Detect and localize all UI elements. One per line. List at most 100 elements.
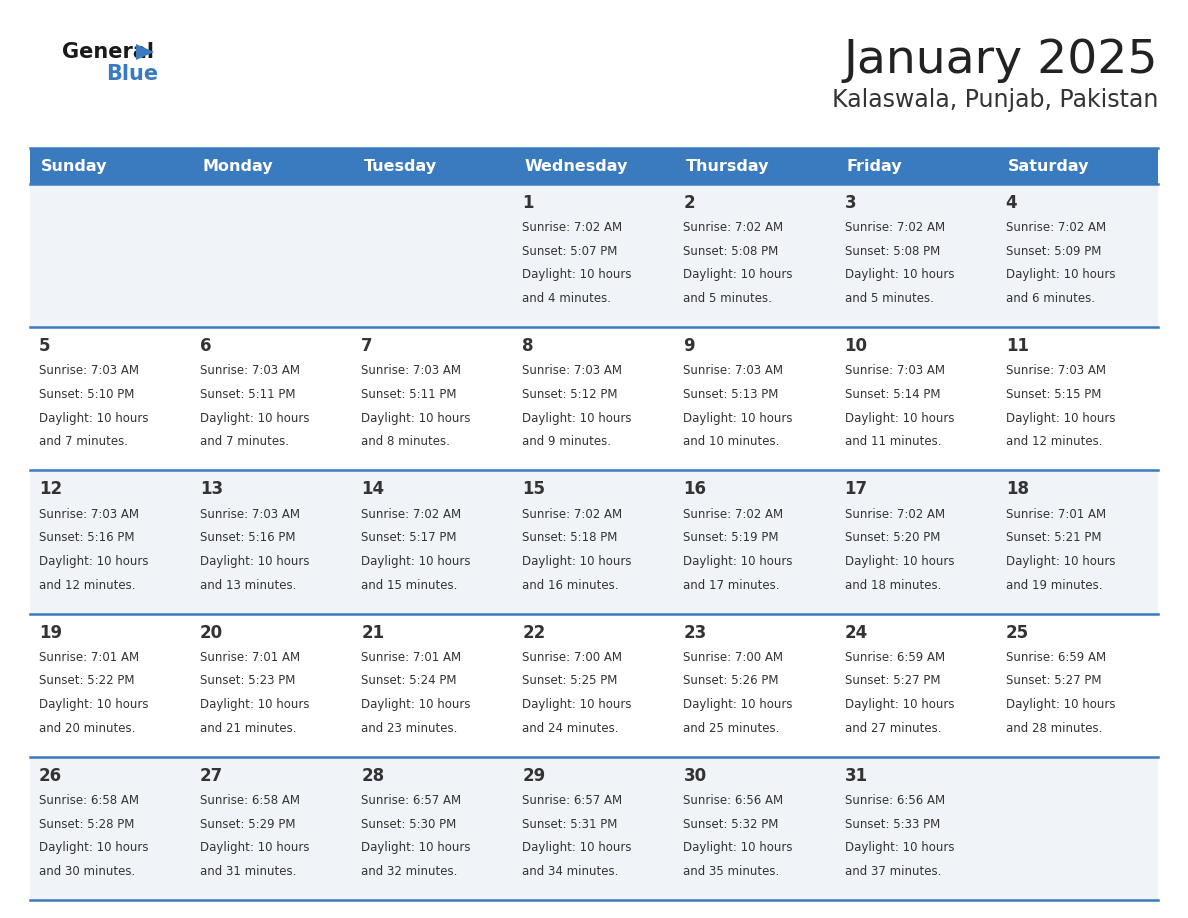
Text: Daylight: 10 hours: Daylight: 10 hours xyxy=(845,841,954,855)
Text: Daylight: 10 hours: Daylight: 10 hours xyxy=(361,554,470,568)
Text: Sunrise: 7:03 AM: Sunrise: 7:03 AM xyxy=(39,508,139,521)
Text: 28: 28 xyxy=(361,767,384,785)
Text: and 30 minutes.: and 30 minutes. xyxy=(39,865,135,878)
Text: 18: 18 xyxy=(1006,480,1029,498)
Text: Daylight: 10 hours: Daylight: 10 hours xyxy=(523,411,632,425)
Text: Daylight: 10 hours: Daylight: 10 hours xyxy=(39,698,148,711)
Text: Sunrise: 7:02 AM: Sunrise: 7:02 AM xyxy=(845,221,944,234)
Text: 4: 4 xyxy=(1006,194,1017,212)
Text: Sunset: 5:18 PM: Sunset: 5:18 PM xyxy=(523,532,618,544)
Text: Sunset: 5:16 PM: Sunset: 5:16 PM xyxy=(200,532,296,544)
Text: Sunrise: 6:58 AM: Sunrise: 6:58 AM xyxy=(200,794,301,807)
Text: Sunrise: 7:03 AM: Sunrise: 7:03 AM xyxy=(39,364,139,377)
Text: Sunset: 5:25 PM: Sunset: 5:25 PM xyxy=(523,675,618,688)
Text: Sunset: 5:26 PM: Sunset: 5:26 PM xyxy=(683,675,779,688)
Text: Sunset: 5:21 PM: Sunset: 5:21 PM xyxy=(1006,532,1101,544)
Text: Wednesday: Wednesday xyxy=(525,159,628,174)
Text: Saturday: Saturday xyxy=(1009,159,1089,174)
Text: and 12 minutes.: and 12 minutes. xyxy=(1006,435,1102,448)
Text: 11: 11 xyxy=(1006,337,1029,355)
Text: January 2025: January 2025 xyxy=(843,38,1158,83)
Text: 29: 29 xyxy=(523,767,545,785)
Text: 8: 8 xyxy=(523,337,533,355)
Text: and 9 minutes.: and 9 minutes. xyxy=(523,435,612,448)
Text: 5: 5 xyxy=(39,337,50,355)
Text: and 31 minutes.: and 31 minutes. xyxy=(200,865,296,878)
Text: Daylight: 10 hours: Daylight: 10 hours xyxy=(683,268,792,282)
Text: Daylight: 10 hours: Daylight: 10 hours xyxy=(523,268,632,282)
Text: Daylight: 10 hours: Daylight: 10 hours xyxy=(1006,554,1116,568)
Text: and 24 minutes.: and 24 minutes. xyxy=(523,722,619,734)
Text: 1: 1 xyxy=(523,194,533,212)
Text: Kalaswala, Punjab, Pakistan: Kalaswala, Punjab, Pakistan xyxy=(832,88,1158,112)
Text: Tuesday: Tuesday xyxy=(364,159,437,174)
Text: Daylight: 10 hours: Daylight: 10 hours xyxy=(845,698,954,711)
Text: Sunrise: 7:01 AM: Sunrise: 7:01 AM xyxy=(200,651,301,664)
Bar xyxy=(30,327,1158,470)
Text: Sunrise: 7:03 AM: Sunrise: 7:03 AM xyxy=(523,364,623,377)
Text: Daylight: 10 hours: Daylight: 10 hours xyxy=(523,698,632,711)
Polygon shape xyxy=(135,44,154,60)
Text: 2: 2 xyxy=(683,194,695,212)
Bar xyxy=(30,613,1158,756)
Text: Daylight: 10 hours: Daylight: 10 hours xyxy=(361,698,470,711)
Text: and 34 minutes.: and 34 minutes. xyxy=(523,865,619,878)
Text: Sunset: 5:28 PM: Sunset: 5:28 PM xyxy=(39,818,134,831)
Text: Sunrise: 7:00 AM: Sunrise: 7:00 AM xyxy=(683,651,783,664)
Text: Sunrise: 7:02 AM: Sunrise: 7:02 AM xyxy=(361,508,461,521)
Text: 14: 14 xyxy=(361,480,384,498)
Text: Sunset: 5:22 PM: Sunset: 5:22 PM xyxy=(39,675,134,688)
Text: Daylight: 10 hours: Daylight: 10 hours xyxy=(39,841,148,855)
Text: Sunset: 5:08 PM: Sunset: 5:08 PM xyxy=(845,245,940,258)
Bar xyxy=(30,756,1158,900)
Text: Sunset: 5:20 PM: Sunset: 5:20 PM xyxy=(845,532,940,544)
Text: Daylight: 10 hours: Daylight: 10 hours xyxy=(361,841,470,855)
Text: and 35 minutes.: and 35 minutes. xyxy=(683,865,779,878)
Text: 30: 30 xyxy=(683,767,707,785)
Text: and 7 minutes.: and 7 minutes. xyxy=(39,435,128,448)
Text: Sunrise: 6:59 AM: Sunrise: 6:59 AM xyxy=(845,651,944,664)
Text: 21: 21 xyxy=(361,623,384,642)
Text: Sunset: 5:15 PM: Sunset: 5:15 PM xyxy=(1006,388,1101,401)
Text: Daylight: 10 hours: Daylight: 10 hours xyxy=(1006,411,1116,425)
Text: Daylight: 10 hours: Daylight: 10 hours xyxy=(39,411,148,425)
Text: Monday: Monday xyxy=(202,159,273,174)
Text: Daylight: 10 hours: Daylight: 10 hours xyxy=(683,841,792,855)
Text: Sunrise: 7:01 AM: Sunrise: 7:01 AM xyxy=(39,651,139,664)
Text: and 13 minutes.: and 13 minutes. xyxy=(200,578,296,591)
Text: and 27 minutes.: and 27 minutes. xyxy=(845,722,941,734)
Text: 22: 22 xyxy=(523,623,545,642)
Text: 17: 17 xyxy=(845,480,867,498)
Text: Sunrise: 7:02 AM: Sunrise: 7:02 AM xyxy=(683,508,784,521)
Text: Sunrise: 7:03 AM: Sunrise: 7:03 AM xyxy=(1006,364,1106,377)
Text: Sunset: 5:11 PM: Sunset: 5:11 PM xyxy=(200,388,296,401)
Text: and 21 minutes.: and 21 minutes. xyxy=(200,722,297,734)
Text: Sunrise: 7:03 AM: Sunrise: 7:03 AM xyxy=(200,508,301,521)
Text: 15: 15 xyxy=(523,480,545,498)
Text: Daylight: 10 hours: Daylight: 10 hours xyxy=(200,698,310,711)
Text: and 19 minutes.: and 19 minutes. xyxy=(1006,578,1102,591)
Text: Sunrise: 6:57 AM: Sunrise: 6:57 AM xyxy=(361,794,461,807)
Text: Daylight: 10 hours: Daylight: 10 hours xyxy=(683,411,792,425)
Text: and 25 minutes.: and 25 minutes. xyxy=(683,722,779,734)
Text: and 16 minutes.: and 16 minutes. xyxy=(523,578,619,591)
Text: Sunrise: 7:02 AM: Sunrise: 7:02 AM xyxy=(683,221,784,234)
Text: Sunset: 5:27 PM: Sunset: 5:27 PM xyxy=(845,675,940,688)
Text: Daylight: 10 hours: Daylight: 10 hours xyxy=(523,554,632,568)
Text: and 12 minutes.: and 12 minutes. xyxy=(39,578,135,591)
Text: and 6 minutes.: and 6 minutes. xyxy=(1006,292,1094,305)
Text: Daylight: 10 hours: Daylight: 10 hours xyxy=(39,554,148,568)
Text: Sunset: 5:16 PM: Sunset: 5:16 PM xyxy=(39,532,134,544)
Text: Daylight: 10 hours: Daylight: 10 hours xyxy=(200,841,310,855)
Text: Sunrise: 6:56 AM: Sunrise: 6:56 AM xyxy=(845,794,944,807)
Text: 13: 13 xyxy=(200,480,223,498)
Text: and 5 minutes.: and 5 minutes. xyxy=(683,292,772,305)
Text: Sunset: 5:13 PM: Sunset: 5:13 PM xyxy=(683,388,779,401)
Text: Sunset: 5:12 PM: Sunset: 5:12 PM xyxy=(523,388,618,401)
Text: and 7 minutes.: and 7 minutes. xyxy=(200,435,289,448)
Bar xyxy=(30,148,1158,184)
Text: Sunrise: 7:03 AM: Sunrise: 7:03 AM xyxy=(200,364,301,377)
Text: and 5 minutes.: and 5 minutes. xyxy=(845,292,934,305)
Text: Daylight: 10 hours: Daylight: 10 hours xyxy=(845,411,954,425)
Text: 16: 16 xyxy=(683,480,707,498)
